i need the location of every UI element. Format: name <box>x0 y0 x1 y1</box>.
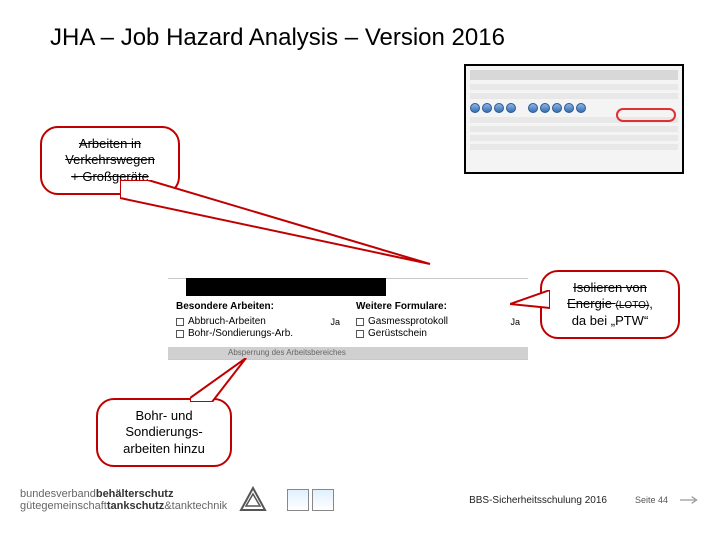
org-logo-text: bundesverbandbehälterschutz gütegemeinsc… <box>20 488 227 512</box>
thumb-header <box>470 70 678 80</box>
form-line: Bohr-/Sondierungs-Arb. <box>176 328 340 339</box>
training-label: BBS-Sicherheitsschulung 2016 <box>469 495 607 506</box>
callout-right: Isolieren von Energie (LOTO), da bei „PT… <box>540 270 680 339</box>
checkbox-icon <box>176 330 184 338</box>
form-label: Gerüstschein <box>368 328 427 339</box>
callout-text: Sondierungs- <box>108 424 220 440</box>
callout-tail-icon <box>120 180 440 290</box>
form-label: Bohr-/Sondierungs-Arb. <box>188 328 293 339</box>
circle-icon <box>552 103 562 113</box>
column-title: Besondere Arbeiten: <box>176 301 340 312</box>
slide-title: JHA – Job Hazard Analysis – Version 2016 <box>50 24 505 52</box>
form-label: Gasmessprotokoll <box>368 316 448 327</box>
form-line: Gasmessprotokoll Ja <box>356 316 520 327</box>
callout-text: Energie (LOTO), <box>552 296 668 313</box>
callout-tail-icon <box>190 358 250 402</box>
thumb-row <box>470 135 678 141</box>
form-label: Abbruch-Arbeiten <box>188 316 266 327</box>
footer: bundesverbandbehälterschutz gütegemeinsc… <box>20 478 700 522</box>
callout-bottom-left: Bohr- und Sondierungs- arbeiten hinzu <box>96 398 232 467</box>
callout-text: Isolieren von <box>552 280 668 296</box>
circle-icon <box>470 103 480 113</box>
callout-text: Verkehrswegen <box>52 152 168 168</box>
circle-icon <box>540 103 550 113</box>
circle-icon <box>482 103 492 113</box>
circle-icon <box>494 103 504 113</box>
next-arrow-icon <box>680 494 700 506</box>
callout-text: Bohr- und <box>108 408 220 424</box>
redaction-bar <box>186 278 386 296</box>
circle-icon <box>528 103 538 113</box>
circle-icon <box>576 103 586 113</box>
cert-logos <box>287 489 334 511</box>
cert-badge-icon <box>287 489 309 511</box>
checkbox-icon <box>176 318 184 326</box>
checkbox-icon <box>356 330 364 338</box>
thumb-row <box>470 84 678 90</box>
callout-text: arbeiten hinzu <box>108 441 220 457</box>
callout-text: + Großgeräte <box>52 169 168 185</box>
form-greybar: Absperrung des Arbeitsbereiches <box>168 347 528 359</box>
circle-icon <box>506 103 516 113</box>
checkbox-icon <box>356 318 364 326</box>
cert-badge-icon <box>312 489 334 511</box>
column-title: Weitere Formulare: <box>356 301 520 312</box>
page-number: Seite 44 <box>635 495 668 505</box>
form-column-1: Besondere Arbeiten: Abbruch-Arbeiten Ja … <box>168 299 348 342</box>
thumb-row <box>470 126 678 132</box>
form-column-2: Weitere Formulare: Gasmessprotokoll Ja G… <box>348 299 528 342</box>
form-line: Gerüstschein <box>356 328 520 339</box>
form-thumbnail <box>464 64 684 174</box>
ja-label: Ja <box>510 317 520 327</box>
triangle-logo-icon <box>239 486 267 514</box>
thumb-row <box>470 93 678 99</box>
form-snippet: Besondere Arbeiten: Abbruch-Arbeiten Ja … <box>168 278 528 360</box>
callout-text: Arbeiten in <box>52 136 168 152</box>
ja-label: Ja <box>330 317 340 327</box>
callout-text: da bei „PTW“ <box>552 313 668 329</box>
form-line: Abbruch-Arbeiten Ja <box>176 316 340 327</box>
thumb-highlight-icon <box>616 108 676 122</box>
callout-top-left: Arbeiten in Verkehrswegen + Großgeräte <box>40 126 180 195</box>
circle-icon <box>564 103 574 113</box>
thumb-row <box>470 144 678 150</box>
